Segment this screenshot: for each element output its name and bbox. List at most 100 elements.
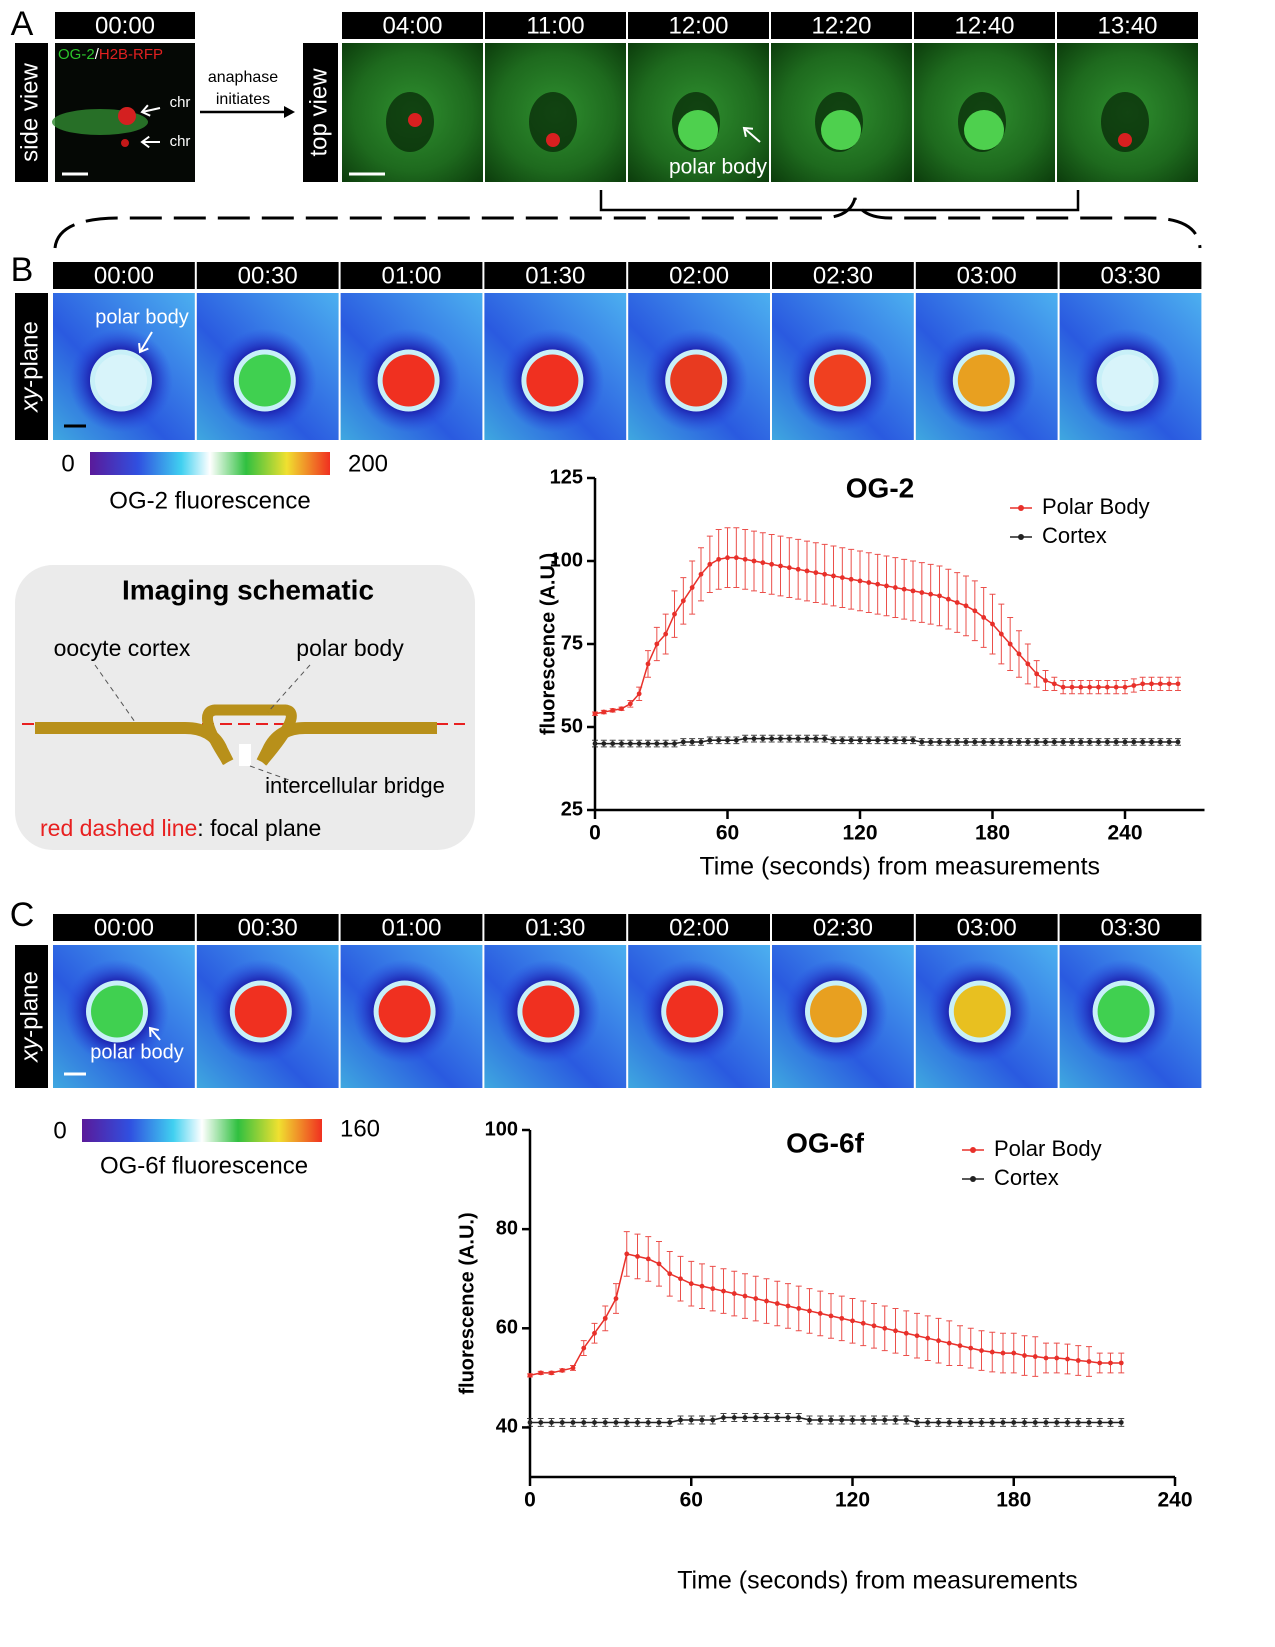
data-point <box>947 1341 952 1346</box>
data-point <box>964 740 969 745</box>
side-label: top view <box>306 68 333 157</box>
data-point <box>925 1420 930 1425</box>
data-point <box>678 1418 683 1423</box>
data-point <box>850 1318 855 1323</box>
annotation: polar body <box>95 306 188 328</box>
panel-label: A <box>11 5 34 43</box>
chromosome <box>118 107 136 125</box>
data-point <box>1158 740 1163 745</box>
data-point <box>1131 683 1136 688</box>
stain-part: OG-2 <box>58 46 95 63</box>
data-point <box>1097 1420 1102 1425</box>
schematic-label: oocyte cortex <box>54 635 191 661</box>
data-point <box>1076 1420 1081 1425</box>
data-point <box>601 741 606 746</box>
data-point <box>882 1418 887 1423</box>
data-point <box>764 1415 769 1420</box>
side-label-part: top view <box>306 68 333 157</box>
data-point <box>646 1256 651 1261</box>
data-point <box>1043 678 1048 683</box>
chr-label: chr <box>170 94 191 111</box>
colorbar-label: OG-2 fluorescence <box>109 487 310 514</box>
legend-dot <box>970 1176 976 1182</box>
time-label: 02:30 <box>813 914 873 941</box>
data-point <box>635 1254 640 1259</box>
data-point <box>1078 740 1083 745</box>
data-point <box>831 738 836 743</box>
data-point <box>716 557 721 562</box>
y-tick-label: 50 <box>561 715 583 737</box>
data-point <box>1054 1420 1059 1425</box>
legend-dot <box>1018 505 1024 511</box>
side-label-part: xy <box>17 1036 44 1063</box>
chromosome <box>121 139 129 147</box>
data-point <box>946 740 951 745</box>
time-label: 02:00 <box>669 262 729 289</box>
chr-label: chr <box>170 133 191 150</box>
chromatin <box>546 133 560 147</box>
data-point <box>937 740 942 745</box>
data-point <box>734 738 739 743</box>
cell-core <box>522 986 574 1038</box>
side-label: xy-plane <box>17 321 44 413</box>
data-point <box>1087 685 1092 690</box>
data-point <box>778 736 783 741</box>
data-point <box>1034 671 1039 676</box>
data-point <box>807 1418 812 1423</box>
data-point <box>681 598 686 603</box>
data-point <box>1078 685 1083 690</box>
data-point <box>1065 1357 1070 1362</box>
data-point <box>721 1289 726 1294</box>
data-point <box>624 1420 629 1425</box>
data-point <box>1001 1420 1006 1425</box>
data-point <box>972 740 977 745</box>
data-point <box>716 738 721 743</box>
data-point <box>743 1294 748 1299</box>
data-point <box>849 738 854 743</box>
data-point <box>654 741 659 746</box>
data-point <box>831 574 836 579</box>
data-point <box>637 691 642 696</box>
data-point <box>872 1323 877 1328</box>
data-point <box>979 1420 984 1425</box>
data-point <box>796 567 801 572</box>
data-point <box>690 740 695 745</box>
data-point <box>628 741 633 746</box>
data-point <box>753 1415 758 1420</box>
time-label: 00:30 <box>238 914 298 941</box>
data-point <box>936 1338 941 1343</box>
data-point <box>1105 685 1110 690</box>
data-point <box>614 1420 619 1425</box>
cell-core <box>95 355 147 407</box>
data-point <box>732 1291 737 1296</box>
data-point <box>840 738 845 743</box>
data-point <box>829 1418 834 1423</box>
data-point <box>1043 740 1048 745</box>
data-point <box>893 1328 898 1333</box>
data-point <box>725 555 730 560</box>
data-point <box>667 1420 672 1425</box>
panel-label: B <box>11 251 34 289</box>
time-label: 01:30 <box>525 914 585 941</box>
data-point <box>902 587 907 592</box>
colorbar <box>90 452 330 475</box>
data-point <box>958 1343 963 1348</box>
legend-dot <box>1018 534 1024 540</box>
data-point <box>699 740 704 745</box>
zoom-bracket <box>55 198 1200 248</box>
schematic-label: intercellular bridge <box>265 773 445 798</box>
data-point <box>710 1286 715 1291</box>
data-point <box>690 585 695 590</box>
data-point <box>528 1420 533 1425</box>
time-label: 13:40 <box>1097 12 1157 39</box>
y-axis-label: fluorescence (A.U.) <box>537 553 559 735</box>
data-point <box>850 1418 855 1423</box>
data-point <box>904 1418 909 1423</box>
data-point <box>610 741 615 746</box>
x-axis-label: Time (seconds) from measurements <box>699 853 1100 881</box>
x-axis-label: Time (seconds) from measurements <box>677 1567 1078 1595</box>
data-point <box>775 1301 780 1306</box>
data-point <box>968 1420 973 1425</box>
y-tick-label: 60 <box>496 1317 518 1339</box>
data-point <box>1108 1361 1113 1366</box>
